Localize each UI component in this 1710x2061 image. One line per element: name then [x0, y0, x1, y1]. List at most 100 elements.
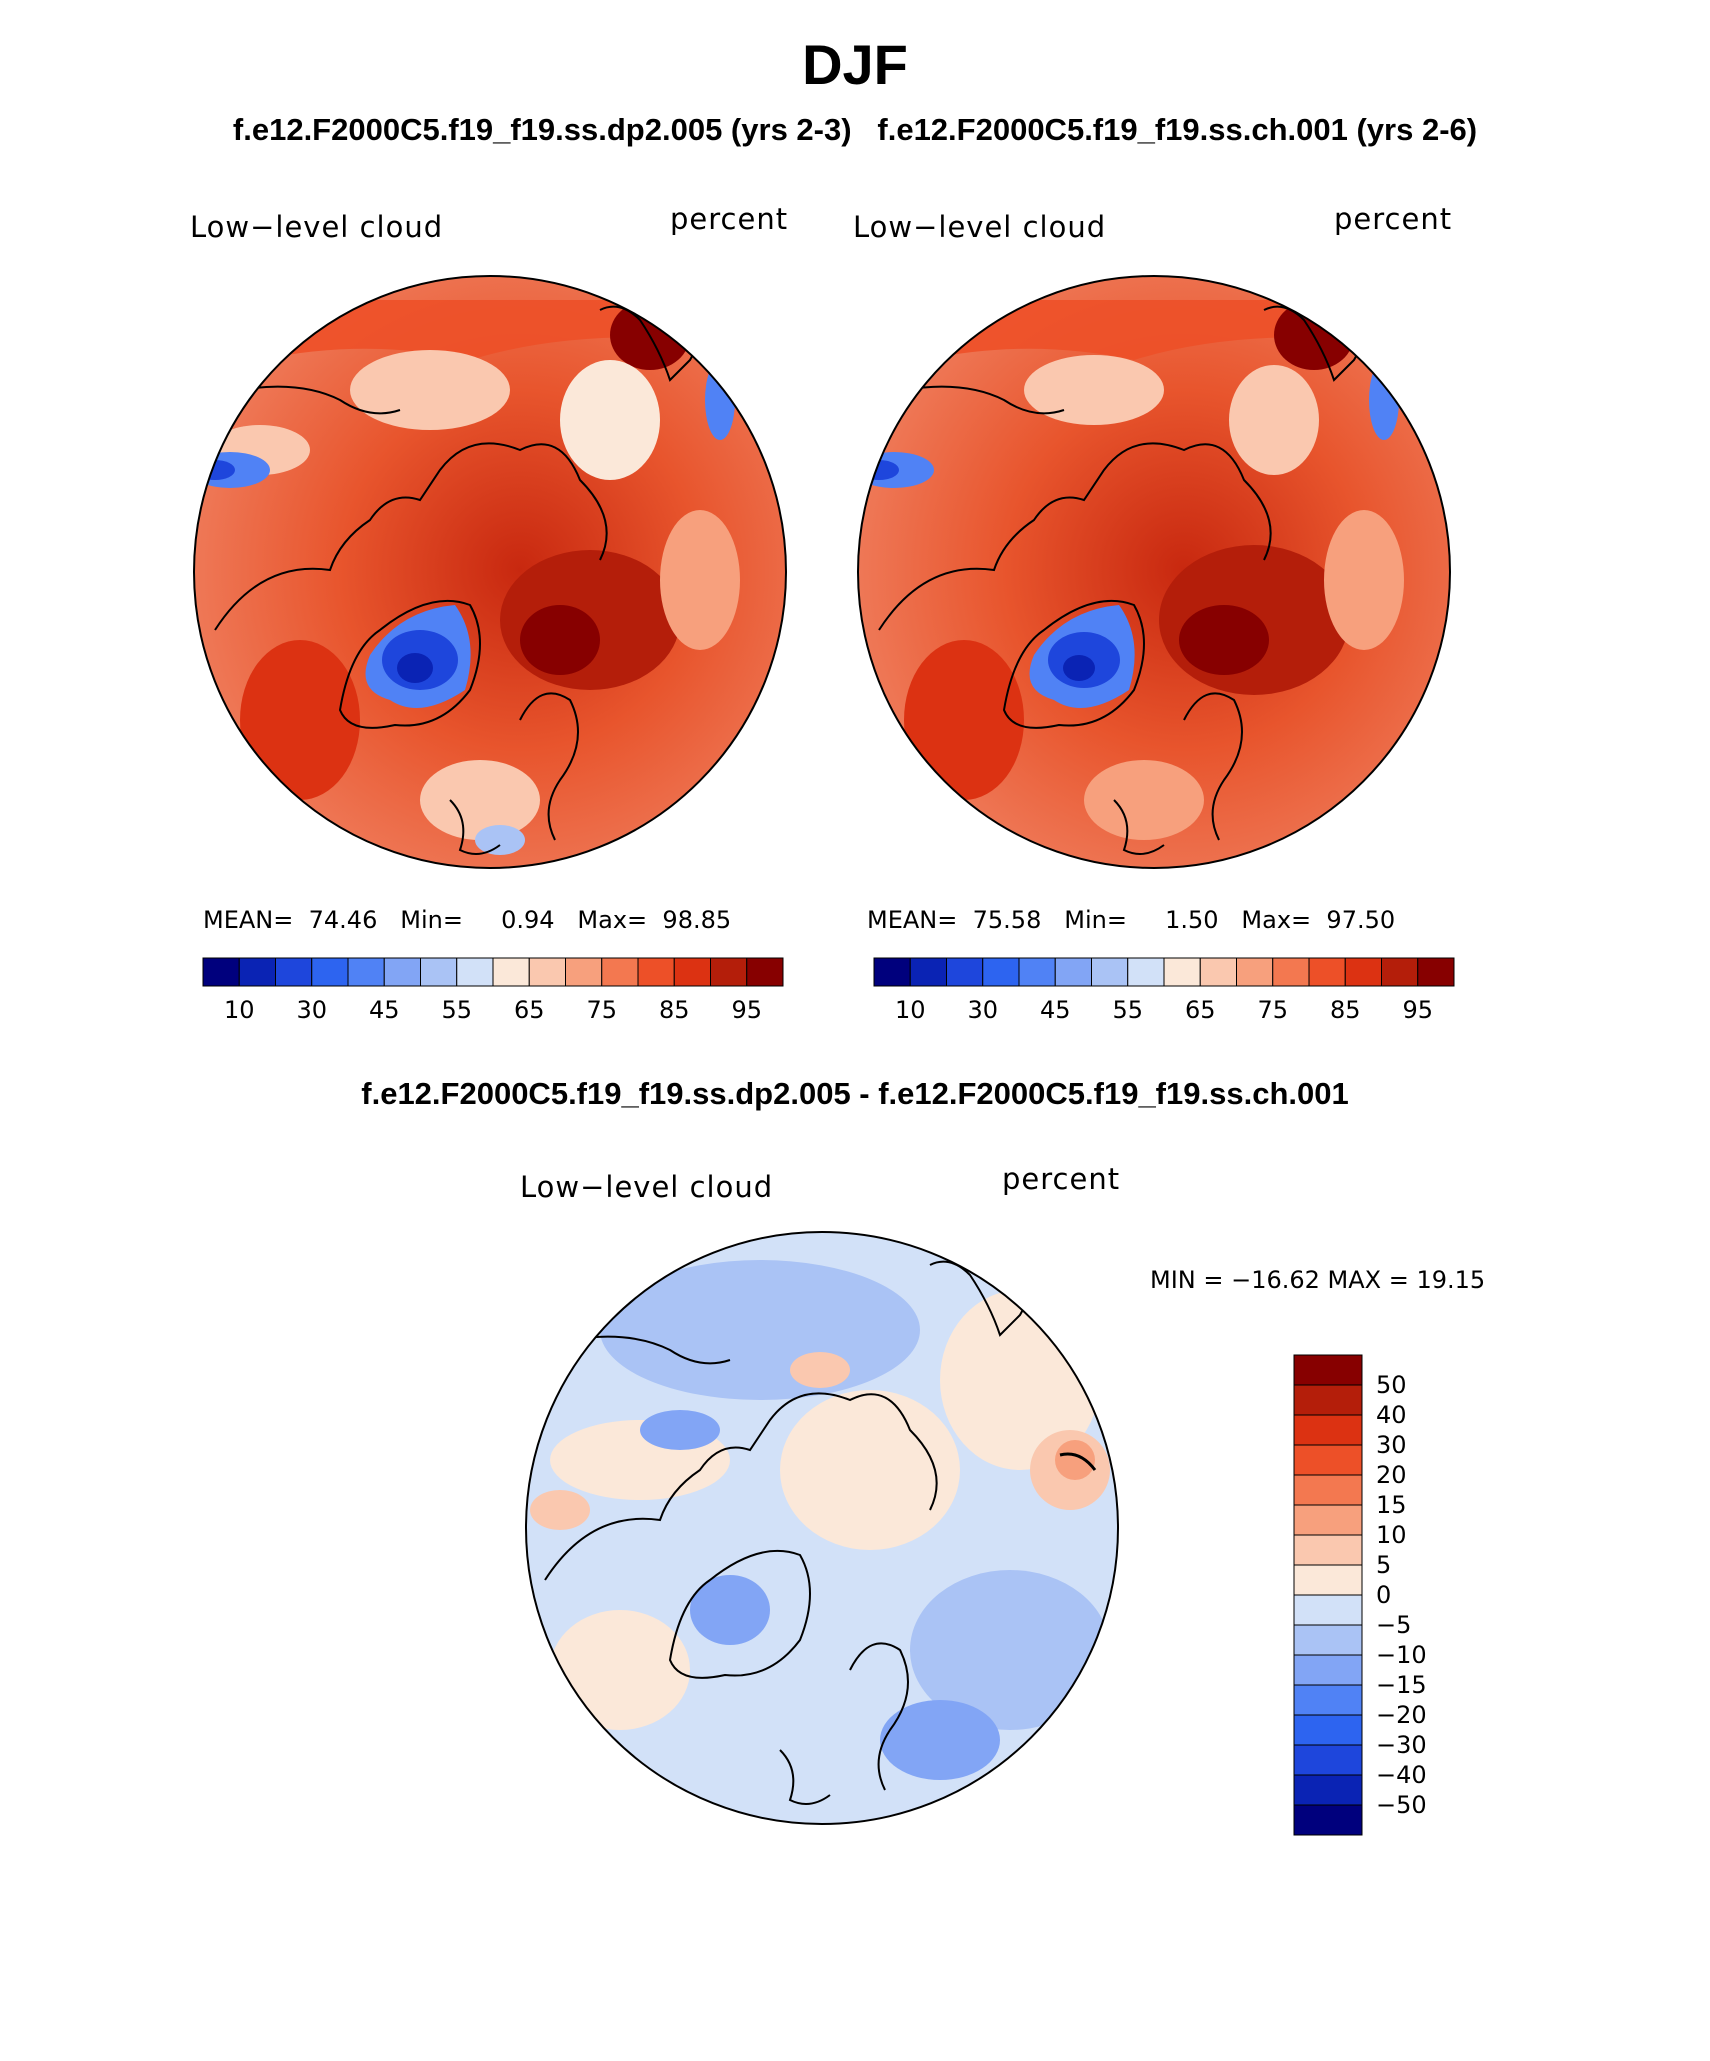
difference-colorbar-swatch — [1293, 1594, 1363, 1626]
left-colorbar-tick-label: 75 — [586, 996, 618, 1024]
left-units-label: percent — [670, 202, 789, 236]
left-colorbar-swatch — [710, 957, 748, 987]
left-colorbar-swatch — [238, 957, 276, 987]
difference-colorbar-swatch — [1293, 1804, 1363, 1836]
diff-units-label: percent — [1002, 1162, 1121, 1196]
left-colorbar-tick-label: 65 — [513, 996, 545, 1024]
right-colorbar-swatch — [1381, 957, 1419, 987]
difference-colorbar-swatch — [1293, 1744, 1363, 1776]
right-colorbar-swatch — [1127, 957, 1165, 987]
left-colorbar-swatch — [528, 957, 566, 987]
difference-colorbar-swatch — [1293, 1714, 1363, 1746]
left-colorbar-swatch — [311, 957, 349, 987]
right-colorbar-tick-label: 75 — [1257, 996, 1289, 1024]
difference-colorbar-tick-label: 20 — [1376, 1461, 1407, 1489]
right-colorbar-tick-label: 10 — [894, 996, 926, 1024]
difference-colorbar-swatch — [1293, 1684, 1363, 1716]
difference-colorbar-swatch — [1293, 1474, 1363, 1506]
left-colorbar-swatch — [347, 957, 385, 987]
difference-colorbar-tick-label: 10 — [1376, 1521, 1407, 1549]
difference-colorbar-tick-label: −50 — [1376, 1791, 1427, 1819]
right-stats: MEAN= 75.58 Min= 1.50 Max= 97.50 — [867, 906, 1396, 934]
left-polar-map — [194, 276, 786, 868]
right-colorbar-swatch — [873, 957, 911, 987]
left-colorbar-swatch — [673, 957, 711, 987]
left-colorbar-swatch — [202, 957, 240, 987]
left-colorbar-swatch — [492, 957, 530, 987]
diff-variable-label: Low−level cloud — [520, 1170, 774, 1204]
difference-colorbar-tick-label: 15 — [1376, 1491, 1407, 1519]
right-colorbar-swatch — [1018, 957, 1056, 987]
difference-colorbar-tick-label: −30 — [1376, 1731, 1427, 1759]
right-colorbar-swatch — [1417, 957, 1455, 987]
difference-colorbar-swatch — [1293, 1564, 1363, 1596]
left-colorbar-swatch — [420, 957, 458, 987]
difference-colorbar-tick-label: −20 — [1376, 1701, 1427, 1729]
right-colorbar-swatch — [1272, 957, 1310, 987]
left-colorbar — [202, 957, 784, 987]
left-colorbar-swatch — [565, 957, 603, 987]
difference-colorbar-tick-label: −10 — [1376, 1641, 1427, 1669]
right-colorbar-tick-label: 45 — [1039, 996, 1071, 1024]
right-colorbar-swatch — [909, 957, 947, 987]
difference-polar-map — [526, 1232, 1118, 1824]
left-colorbar-swatch — [746, 957, 784, 987]
right-colorbar-swatch — [1308, 957, 1346, 987]
left-colorbar-tick-label: 95 — [731, 996, 763, 1024]
difference-colorbar-swatch — [1293, 1414, 1363, 1446]
difference-colorbar-tick-label: −5 — [1376, 1611, 1412, 1639]
difference-title: f.e12.F2000C5.f19_f19.ss.dp2.005 - f.e12… — [361, 1076, 1349, 1111]
left-colorbar-tick-label: 30 — [296, 996, 328, 1024]
right-colorbar-swatch — [982, 957, 1020, 987]
left-colorbar-tick-label: 55 — [441, 996, 473, 1024]
difference-colorbar-tick-label: 5 — [1376, 1551, 1392, 1579]
right-polar-map — [858, 276, 1450, 868]
right-colorbar-tick-label: 95 — [1402, 996, 1434, 1024]
difference-colorbar-tick-label: 40 — [1376, 1401, 1407, 1429]
difference-colorbar-tick-label: −40 — [1376, 1761, 1427, 1789]
right-colorbar-tick-label: 55 — [1112, 996, 1144, 1024]
right-colorbar-swatch — [946, 957, 984, 987]
difference-colorbar-swatch — [1293, 1654, 1363, 1686]
difference-colorbar-swatch — [1293, 1444, 1363, 1476]
case-titles: f.e12.F2000C5.f19_f19.ss.dp2.005 (yrs 2-… — [0, 112, 1710, 148]
left-colorbar-swatch — [637, 957, 675, 987]
right-colorbar-swatch — [1163, 957, 1201, 987]
right-colorbar — [873, 957, 1455, 987]
right-colorbar-tick-label: 30 — [967, 996, 999, 1024]
difference-colorbar-swatch — [1293, 1534, 1363, 1566]
difference-colorbar-tick-label: 30 — [1376, 1431, 1407, 1459]
difference-map-border — [525, 1231, 1119, 1825]
difference-colorbar-swatch — [1293, 1384, 1363, 1416]
right-colorbar-tick-label: 85 — [1329, 996, 1361, 1024]
difference-colorbar-swatch — [1293, 1504, 1363, 1536]
difference-colorbar-swatch — [1293, 1354, 1363, 1386]
right-colorbar-swatch — [1236, 957, 1274, 987]
right-map-border — [857, 275, 1451, 869]
right-colorbar-swatch — [1091, 957, 1129, 987]
difference-colorbar-swatch — [1293, 1624, 1363, 1656]
right-colorbar-swatch — [1344, 957, 1382, 987]
right-units-label: percent — [1334, 202, 1453, 236]
left-colorbar-tick-label: 85 — [658, 996, 690, 1024]
season-title: DJF — [802, 33, 908, 96]
left-colorbar-tick-label: 45 — [368, 996, 400, 1024]
case-title-left: f.e12.F2000C5.f19_f19.ss.dp2.005 (yrs 2-… — [232, 112, 852, 147]
difference-colorbar — [1293, 1354, 1363, 1836]
right-colorbar-tick-label: 65 — [1184, 996, 1216, 1024]
left-colorbar-swatch — [456, 957, 494, 987]
right-colorbar-swatch — [1054, 957, 1092, 987]
right-colorbar-swatch — [1199, 957, 1237, 987]
left-map-border — [193, 275, 787, 869]
difference-colorbar-tick-label: −15 — [1376, 1671, 1427, 1699]
right-variable-label: Low−level cloud — [853, 210, 1107, 244]
left-colorbar-tick-label: 10 — [223, 996, 255, 1024]
difference-colorbar-tick-label: 0 — [1376, 1581, 1392, 1609]
left-variable-label: Low−level cloud — [190, 210, 444, 244]
left-colorbar-swatch — [601, 957, 639, 987]
diff-stats: MIN = −16.62 MAX = 19.15 — [1150, 1266, 1486, 1294]
left-stats: MEAN= 74.46 Min= 0.94 Max= 98.85 — [203, 906, 732, 934]
left-colorbar-swatch — [275, 957, 313, 987]
case-title-right: f.e12.F2000C5.f19_f19.ss.ch.001 (yrs 2-6… — [877, 112, 1478, 147]
